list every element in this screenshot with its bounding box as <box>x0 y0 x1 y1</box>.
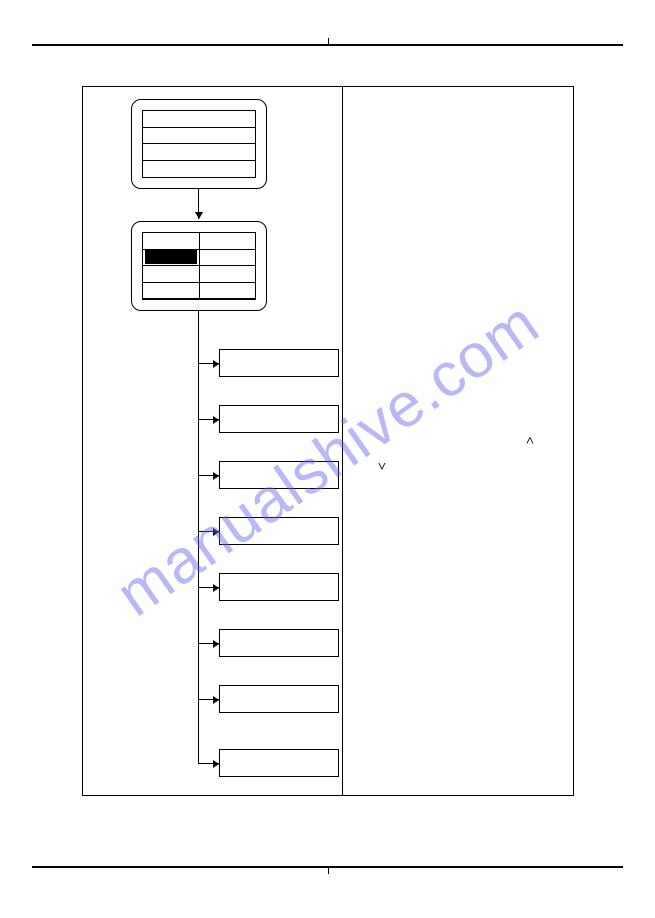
binding-tick-top <box>328 38 329 46</box>
menu-screen-2 <box>131 221 267 311</box>
branch-arrow-icon <box>198 587 219 588</box>
branch-box <box>219 517 339 545</box>
branch-arrow-icon <box>198 699 219 700</box>
branch-box <box>219 685 339 713</box>
menu-screen-2-inner <box>142 232 256 300</box>
screen1-row <box>143 161 255 178</box>
arrow-down-icon <box>198 189 199 219</box>
selected-cell-highlight <box>145 250 197 265</box>
branch-arrow-icon <box>198 531 219 532</box>
caret-down-icon: ˅ <box>378 459 386 476</box>
branch-box <box>219 349 339 377</box>
tree-stem <box>198 311 199 763</box>
branch-arrow-icon <box>198 643 219 644</box>
branch-box <box>219 405 339 433</box>
column-divider <box>342 87 343 795</box>
branch-box <box>219 629 339 657</box>
branch-box <box>219 749 339 777</box>
binding-tick-bottom <box>328 866 329 874</box>
screen1-row <box>143 144 255 161</box>
caret-up-icon: ˄ <box>526 433 534 450</box>
branch-box <box>219 461 339 489</box>
diagram-frame: ˅ ˄ <box>82 86 574 796</box>
branch-arrow-icon <box>198 363 219 364</box>
branch-arrow-icon <box>198 475 219 476</box>
menu-screen-1 <box>131 99 267 189</box>
menu-screen-1-inner <box>142 110 256 178</box>
branch-box <box>219 573 339 601</box>
branch-arrow-icon <box>198 763 219 764</box>
screen2-col-divider <box>199 233 200 299</box>
screen1-row <box>143 128 255 145</box>
screen1-row <box>143 111 255 128</box>
branch-arrow-icon <box>198 419 219 420</box>
